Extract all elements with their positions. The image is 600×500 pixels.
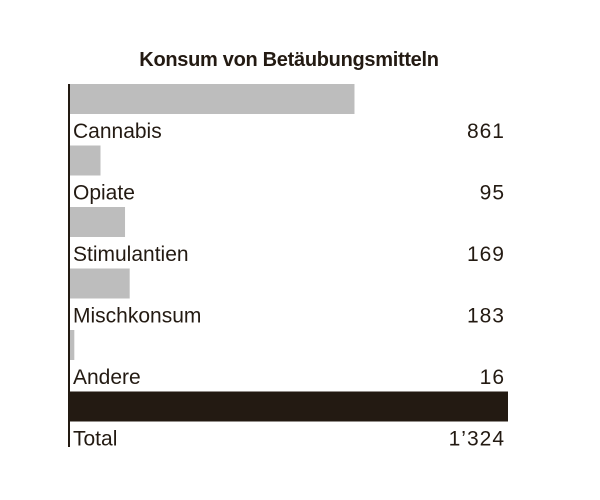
category-label-andere: Andere bbox=[73, 366, 141, 389]
bar-andere bbox=[69, 330, 75, 360]
value-label-total: 1’324 bbox=[449, 428, 505, 451]
category-label-cannabis: Cannabis bbox=[73, 120, 162, 143]
value-label-opiate: 95 bbox=[480, 182, 505, 205]
category-label-opiate: Opiate bbox=[73, 182, 135, 205]
value-label-cannabis: 861 bbox=[467, 120, 505, 143]
bar-opiate bbox=[69, 145, 101, 176]
bars-layer bbox=[69, 84, 508, 422]
bar-stimulantien bbox=[69, 207, 126, 237]
value-label-stimulantien: 169 bbox=[467, 243, 505, 266]
category-label-mischkonsum: Mischkonsum bbox=[73, 305, 201, 328]
chart-title: Konsum von Betäubungsmitteln bbox=[139, 49, 438, 71]
labels-layer: Cannabis 861 Opiate 95 Stimulantien 169 Mischk… bbox=[73, 120, 505, 451]
category-label-stimulantien: Stimulantien bbox=[73, 243, 189, 266]
value-label-andere: 16 bbox=[480, 366, 505, 389]
value-label-mischkonsum: 183 bbox=[467, 305, 505, 328]
bar-total bbox=[69, 391, 508, 422]
category-label-total: Total bbox=[73, 428, 117, 451]
bar-cannabis bbox=[69, 84, 355, 114]
bar-mischkonsum bbox=[69, 268, 130, 299]
